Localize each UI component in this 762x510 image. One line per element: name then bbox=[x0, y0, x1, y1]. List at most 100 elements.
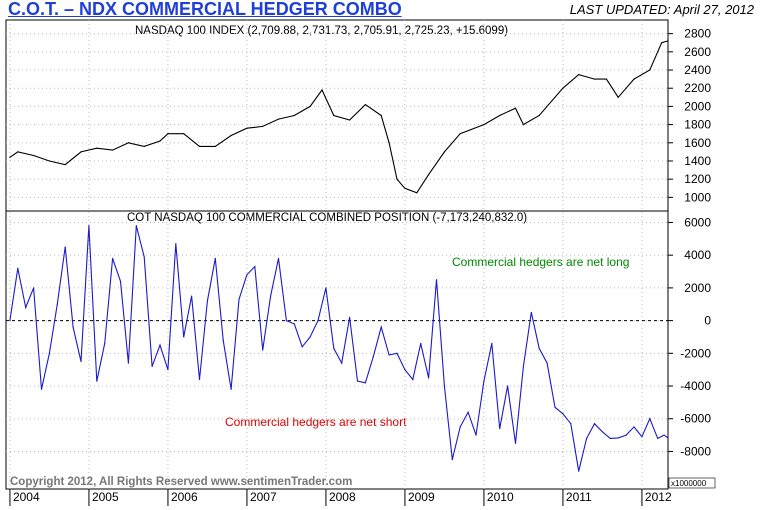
data-point bbox=[9, 319, 11, 322]
last-updated: LAST UPDATED: April 27, 2012 bbox=[569, 2, 754, 17]
data-point bbox=[593, 78, 596, 80]
chart-title: C.O.T. – NDX COMMERCIAL HEDGER COMBO bbox=[8, 0, 402, 19]
data-point bbox=[507, 385, 509, 387]
data-point bbox=[277, 257, 280, 260]
y-tick-label: 1800 bbox=[684, 118, 711, 132]
data-point bbox=[467, 411, 469, 413]
data-point bbox=[333, 114, 335, 117]
y-tick-label: -4000 bbox=[680, 379, 711, 393]
data-point bbox=[546, 362, 548, 364]
data-point bbox=[104, 342, 106, 345]
data-point bbox=[151, 365, 153, 368]
data-point bbox=[349, 119, 351, 121]
data-point bbox=[25, 306, 27, 309]
data-point bbox=[127, 362, 130, 364]
data-point bbox=[191, 295, 193, 297]
data-point bbox=[416, 192, 418, 194]
data-point bbox=[333, 347, 335, 350]
x-tick-label: 2006 bbox=[171, 490, 198, 504]
data-point bbox=[112, 149, 114, 151]
data-point bbox=[562, 87, 564, 89]
data-point bbox=[459, 426, 461, 428]
y-tick-label: 2800 bbox=[684, 27, 711, 41]
data-point bbox=[230, 388, 232, 390]
data-point bbox=[483, 380, 485, 382]
data-point bbox=[80, 151, 82, 153]
data-point bbox=[309, 336, 311, 338]
y-tick-label: 1000 bbox=[684, 190, 711, 204]
data-point bbox=[72, 326, 74, 328]
data-point bbox=[17, 151, 19, 153]
data-point bbox=[246, 127, 248, 129]
data-point bbox=[33, 287, 35, 289]
data-point bbox=[309, 105, 311, 108]
data-point bbox=[96, 147, 98, 149]
data-point bbox=[491, 342, 493, 345]
data-point bbox=[380, 326, 382, 328]
data-point bbox=[428, 377, 430, 379]
data-point bbox=[649, 69, 651, 71]
data-point bbox=[349, 316, 351, 318]
data-point bbox=[364, 103, 367, 106]
copyright: Copyright 2012, All Rights Reserved www.… bbox=[10, 476, 353, 488]
data-point bbox=[499, 427, 501, 430]
data-point bbox=[538, 114, 540, 117]
y-tick-label: 1400 bbox=[684, 154, 711, 168]
data-point bbox=[593, 423, 596, 425]
y-tick-label: -6000 bbox=[680, 412, 711, 426]
data-point bbox=[321, 89, 323, 91]
data-point bbox=[167, 369, 169, 371]
series-line-0-0 bbox=[9, 40, 669, 194]
x-tick-label: 2005 bbox=[92, 490, 119, 504]
data-point bbox=[56, 303, 58, 305]
data-point bbox=[641, 436, 643, 438]
x-tick-label: 2011 bbox=[566, 490, 592, 504]
data-point bbox=[625, 434, 627, 436]
data-point bbox=[562, 413, 564, 415]
y-tick-label: 2000 bbox=[684, 99, 711, 113]
data-point bbox=[404, 187, 406, 189]
data-point bbox=[356, 380, 359, 382]
annotation-net-long: Commercial hedgers are net long bbox=[452, 255, 630, 269]
data-point bbox=[143, 145, 145, 148]
data-point bbox=[9, 156, 11, 158]
data-point bbox=[270, 295, 272, 297]
y-tick-label: 4000 bbox=[684, 248, 711, 262]
data-point bbox=[586, 437, 588, 439]
data-point bbox=[605, 78, 607, 80]
data-point bbox=[661, 42, 663, 44]
data-point bbox=[483, 123, 485, 126]
data-point bbox=[40, 388, 43, 390]
data-point bbox=[522, 365, 525, 368]
data-point bbox=[17, 267, 19, 269]
data-point bbox=[396, 178, 398, 180]
data-point bbox=[663, 434, 665, 436]
x-tick-label: 2012 bbox=[645, 490, 672, 504]
data-point bbox=[183, 336, 185, 338]
data-point bbox=[159, 344, 161, 346]
data-point bbox=[48, 160, 51, 162]
data-point bbox=[64, 164, 66, 166]
data-point bbox=[293, 114, 295, 117]
data-point bbox=[198, 378, 201, 381]
data-point bbox=[80, 360, 82, 363]
data-point bbox=[388, 354, 390, 356]
data-point bbox=[48, 352, 51, 354]
units-box bbox=[668, 477, 716, 489]
data-point bbox=[538, 347, 540, 350]
data-point bbox=[285, 319, 288, 322]
data-point bbox=[341, 362, 343, 364]
data-point bbox=[127, 142, 130, 144]
y-tick-label: 2600 bbox=[684, 45, 711, 59]
data-point bbox=[293, 323, 295, 325]
data-point bbox=[617, 96, 619, 98]
data-point bbox=[33, 154, 35, 157]
data-point bbox=[183, 133, 185, 135]
data-point bbox=[443, 385, 446, 387]
data-point bbox=[262, 125, 264, 128]
data-point bbox=[451, 459, 453, 461]
data-point bbox=[222, 339, 224, 341]
data-point bbox=[96, 380, 98, 382]
data-point bbox=[317, 319, 319, 322]
